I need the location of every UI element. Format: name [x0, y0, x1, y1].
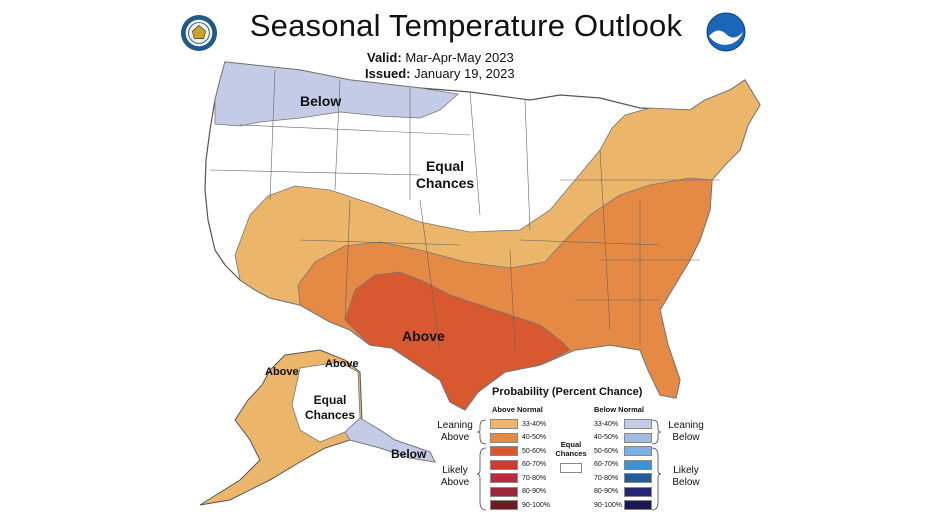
legend-below-range: 80-90%	[594, 488, 619, 495]
equal-line2: Chances	[555, 449, 587, 458]
legend-below-range: 90-100%	[594, 501, 623, 509]
label-alaska-equal-chances: Equal Chances	[302, 393, 358, 423]
legend-above-row: 80-90%	[490, 486, 547, 497]
legend-above-range: 60-70%	[522, 461, 547, 468]
leaning-below-line1: Leaning	[668, 420, 704, 431]
legend-above-range: 50-60%	[522, 447, 547, 455]
legend-below-range: 40-50%	[594, 434, 619, 441]
legend-below-brackets	[651, 419, 662, 511]
label-equal-line2: Chances	[415, 175, 475, 191]
legend-above-swatch	[490, 446, 518, 456]
legend-below-row: 33-40%	[594, 419, 652, 429]
legend-above-range: 70-80%	[522, 474, 547, 482]
legend-below-header: Below Normal	[594, 405, 645, 414]
legend-below-row: 90-100%	[594, 500, 652, 510]
alaska-below-region	[344, 417, 436, 463]
leaning-above-line2: Above	[440, 432, 470, 443]
legend-above-header: Above Normal	[492, 405, 543, 414]
legend-above-range: 33-40%	[522, 420, 547, 428]
label-below-north: Below	[300, 93, 342, 109]
label-alaska-below: Below	[391, 447, 427, 461]
legend-above-row: 60-70%	[490, 459, 547, 470]
noaa-logo-icon	[706, 12, 746, 52]
state-borders	[209, 69, 720, 351]
legend-below-range: 33-40%	[594, 420, 619, 428]
legend-below-swatch	[624, 446, 652, 456]
legend-above-brackets	[476, 419, 487, 511]
likely-above-line1: Likely	[442, 465, 468, 476]
legend-below-row: 40-50%	[594, 432, 652, 443]
valid-value: Mar-Apr-May 2023	[405, 50, 514, 65]
legend-below-row: 60-70%	[594, 459, 652, 470]
legend-above-row: 33-40%	[490, 419, 546, 429]
legend-leaning-below: Leaning Below	[663, 420, 709, 444]
legend-below-swatch	[624, 486, 652, 497]
legend-leaning-above: Leaning Above	[434, 420, 476, 444]
valid-line: Valid: Mar-Apr-May 2023	[367, 50, 514, 65]
equal-line1: Equal	[560, 440, 582, 449]
legend-below-row: 80-90%	[594, 486, 652, 497]
legend-above-swatch	[490, 419, 518, 429]
legend-above-swatch	[490, 486, 518, 497]
legend-below-swatch	[624, 500, 652, 510]
label-above-south: Above	[402, 328, 445, 344]
legend-below-range: 50-60%	[594, 447, 619, 455]
label-alaska-equal-line2: Chances	[304, 408, 356, 422]
legend-above-range: 90-100%	[522, 501, 551, 509]
legend-below-row: 50-60%	[594, 446, 652, 456]
legend-above-swatch	[490, 473, 518, 483]
legend-equal-chances: Equal Chances	[553, 440, 589, 458]
legend-above-row: 70-80%	[490, 473, 546, 483]
label-alaska-above-west: Above	[265, 366, 299, 378]
legend-above-range: 80-90%	[522, 488, 547, 495]
issued-line: Issued: January 19, 2023	[365, 66, 515, 81]
legend-below-row: 70-80%	[594, 473, 652, 483]
legend-below-swatch	[624, 459, 652, 470]
legend-above-swatch	[490, 500, 518, 510]
issued-value: January 19, 2023	[414, 66, 515, 81]
legend-above-row: 90-100%	[490, 500, 550, 510]
label-equal-line1: Equal	[425, 158, 465, 174]
legend-title: Probability (Percent Chance)	[492, 386, 643, 398]
legend-below-range: 70-80%	[594, 474, 619, 482]
legend-below-range: 60-70%	[594, 461, 619, 468]
leaning-above-line1: Leaning	[437, 420, 473, 431]
leaning-below-line2: Below	[672, 432, 700, 443]
legend-above-swatch	[490, 432, 518, 443]
above-50-60-region	[344, 271, 571, 411]
below-region-northwest	[214, 61, 459, 127]
likely-below-line1: Likely	[673, 465, 699, 476]
page-title: Seasonal Temperature Outlook	[249, 8, 683, 43]
commerce-department-seal-icon	[180, 14, 218, 52]
legend-likely-below: Likely Below	[663, 465, 709, 489]
label-alaska-equal-line1: Equal	[313, 393, 347, 407]
legend-below-swatch	[624, 473, 652, 483]
likely-above-line2: Above	[440, 477, 470, 488]
legend-likely-above: Likely Above	[434, 465, 476, 489]
legend-above-row: 40-50%	[490, 432, 547, 443]
likely-below-line2: Below	[672, 477, 700, 488]
valid-label: Valid:	[367, 50, 402, 65]
legend-equal-swatch	[560, 463, 582, 473]
legend-above-swatch	[490, 459, 518, 470]
label-alaska-above-north: Above	[325, 358, 359, 370]
legend-below-swatch	[624, 432, 652, 443]
issued-label: Issued:	[365, 66, 411, 81]
legend-below-swatch	[624, 419, 652, 429]
label-equal-chances-conus: Equal Chances	[412, 158, 478, 192]
legend-above-row: 50-60%	[490, 446, 546, 456]
legend-above-range: 40-50%	[522, 434, 547, 441]
